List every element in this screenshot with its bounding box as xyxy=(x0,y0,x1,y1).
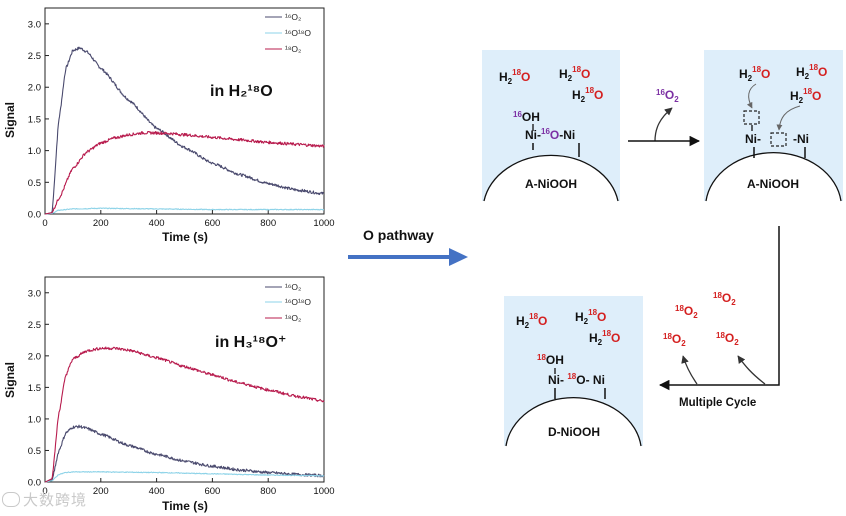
legend-label: ¹⁶O¹⁸O xyxy=(285,28,311,38)
chat-bubble-icon xyxy=(2,492,20,507)
o2-18-label: 18O2 xyxy=(675,304,698,320)
arrow-shaft xyxy=(348,255,450,259)
x-tick-label: 800 xyxy=(260,218,276,229)
box-d-niooh: H218O H218O H218O 18OH Ni- 18O- Ni D-NiO… xyxy=(504,296,643,447)
legend: ¹⁶O₂ ¹⁶O¹⁸O ¹⁸O₂ xyxy=(265,282,311,323)
x-tick-label: 200 xyxy=(93,486,109,497)
water-molecule: H218O xyxy=(589,329,620,347)
x-tick-label: 200 xyxy=(93,218,109,229)
series-line-3 xyxy=(44,130,325,215)
o2-16-release: 16O2 xyxy=(654,88,679,142)
catalyst-surface xyxy=(705,152,842,202)
y-tick-label: 0.0 xyxy=(28,478,41,489)
release-arrow xyxy=(654,107,673,142)
adsorption-arrow xyxy=(776,105,801,131)
release-arrow xyxy=(681,355,698,385)
legend-label: ¹⁸O₂ xyxy=(285,313,301,323)
plot-frame xyxy=(44,276,325,483)
water-molecule: H218O xyxy=(790,87,821,105)
y-tick-label: 0.5 xyxy=(28,178,41,189)
water-molecule: H218O xyxy=(575,308,606,326)
arrow-head-icon xyxy=(449,248,468,266)
x-tick-label: 1000 xyxy=(313,218,334,229)
legend-label: ¹⁸O₂ xyxy=(285,44,301,54)
y-tick-label: 2.0 xyxy=(28,351,41,362)
x-tick-label: 600 xyxy=(204,218,220,229)
legend-label: ¹⁶O₂ xyxy=(285,12,301,22)
vacancy-site-icon xyxy=(770,132,787,147)
ni-atom: Ni- xyxy=(745,132,761,146)
box-a-niooh-1: H218O H218O H218O 16OH Ni-16O-Ni A-NiOOH xyxy=(482,50,620,202)
y-tick-label: 0.0 xyxy=(28,210,41,221)
catalyst-surface xyxy=(505,397,642,447)
o2-18-label: 18O2 xyxy=(663,332,686,348)
catalyst-label: A-NiOOH xyxy=(525,177,577,191)
series-line-1 xyxy=(44,424,325,483)
y-tick-label: 1.0 xyxy=(28,414,41,425)
y-tick-label: 0.5 xyxy=(28,446,41,457)
o2-18-products: 18O2 18O2 18O2 18O2 xyxy=(663,291,766,385)
x-tick-label: 0 xyxy=(42,486,47,497)
catalyst-label: A-NiOOH xyxy=(747,177,799,191)
o2-18-label: 18O2 xyxy=(716,331,739,347)
watermark-text: 大数跨境 xyxy=(23,492,88,509)
y-tick-label: 2.5 xyxy=(28,51,41,62)
y-axis-label: Signal xyxy=(3,102,17,138)
x-tick-label: 0 xyxy=(42,218,47,229)
y-axis-label: Signal xyxy=(3,362,17,398)
water-molecule: H218O xyxy=(516,312,547,330)
x-axis-label: Time (s) xyxy=(162,499,208,513)
y-tick-label: 2.0 xyxy=(28,83,41,94)
chart-h3-18o-plus: 0.00.51.01.52.02.53.0 0 200 400 600 800 1000 … xyxy=(3,276,335,513)
catalyst-label: D-NiOOH xyxy=(548,425,600,439)
water-molecule: H218O xyxy=(499,68,530,86)
cycle-connector xyxy=(658,226,780,391)
water-molecule: H218O xyxy=(739,65,770,83)
catalyst-surface xyxy=(483,154,619,202)
legend-label: ¹⁶O¹⁸O xyxy=(285,297,311,307)
x-tick-label: 400 xyxy=(149,218,165,229)
hydroxyl-18o: 18OH xyxy=(537,353,564,367)
chart-annotation: in H₂¹⁸O xyxy=(210,83,273,100)
x-tick-label: 600 xyxy=(204,486,220,497)
x-tick-label: 800 xyxy=(260,486,276,497)
plot-frame xyxy=(44,7,325,215)
legend: ¹⁶O₂ ¹⁶O¹⁸O ¹⁸O₂ xyxy=(265,12,311,54)
x-tick-label: 1000 xyxy=(313,486,334,497)
series-line-3 xyxy=(44,346,325,483)
o-pathway-arrow: O pathway xyxy=(348,227,468,266)
series-line-1 xyxy=(44,46,325,215)
multiple-cycle-label: Multiple Cycle xyxy=(679,397,756,409)
lattice-site: Ni-16O-Ni xyxy=(525,127,575,142)
legend-label: ¹⁶O₂ xyxy=(285,282,301,292)
series-line-2 xyxy=(44,470,325,483)
water-molecule: H218O xyxy=(796,63,827,81)
y-tick-label: 3.0 xyxy=(28,288,41,299)
lattice-site: Ni- 18O- Ni xyxy=(548,372,605,387)
y-tick-label: 1.5 xyxy=(28,383,41,394)
water-molecule: H218O xyxy=(559,65,590,83)
release-arrow xyxy=(737,355,766,385)
o2-16-label: 16O2 xyxy=(656,88,679,104)
water-molecule: H218O xyxy=(572,86,603,104)
y-tick-label: 1.0 xyxy=(28,146,41,157)
x-axis-label: Time (s) xyxy=(162,230,208,244)
watermark: 大数跨境 xyxy=(2,489,87,510)
y-tick-label: 3.0 xyxy=(28,19,41,30)
vacancy-site-icon xyxy=(743,110,760,125)
x-tick-label: 400 xyxy=(149,486,165,497)
chart-h2-18o: 0.00.51.01.52.02.53.0 0 200 400 600 800 1000 … xyxy=(3,7,335,244)
o2-18-label: 18O2 xyxy=(713,291,736,307)
adsorption-arrow xyxy=(746,83,757,109)
y-tick-label: 2.5 xyxy=(28,320,41,331)
chart-annotation: in H₃¹⁸O⁺ xyxy=(215,334,286,351)
hydroxyl-16o: 16OH xyxy=(513,110,540,124)
series-line-2 xyxy=(45,207,325,215)
ni-atom: -Ni xyxy=(793,132,809,146)
o-pathway-label: O pathway xyxy=(363,227,434,243)
y-tick-label: 1.5 xyxy=(28,114,41,125)
box-a-niooh-2: H218O H218O H218O Ni- -Ni A-NiOOH xyxy=(704,50,843,202)
